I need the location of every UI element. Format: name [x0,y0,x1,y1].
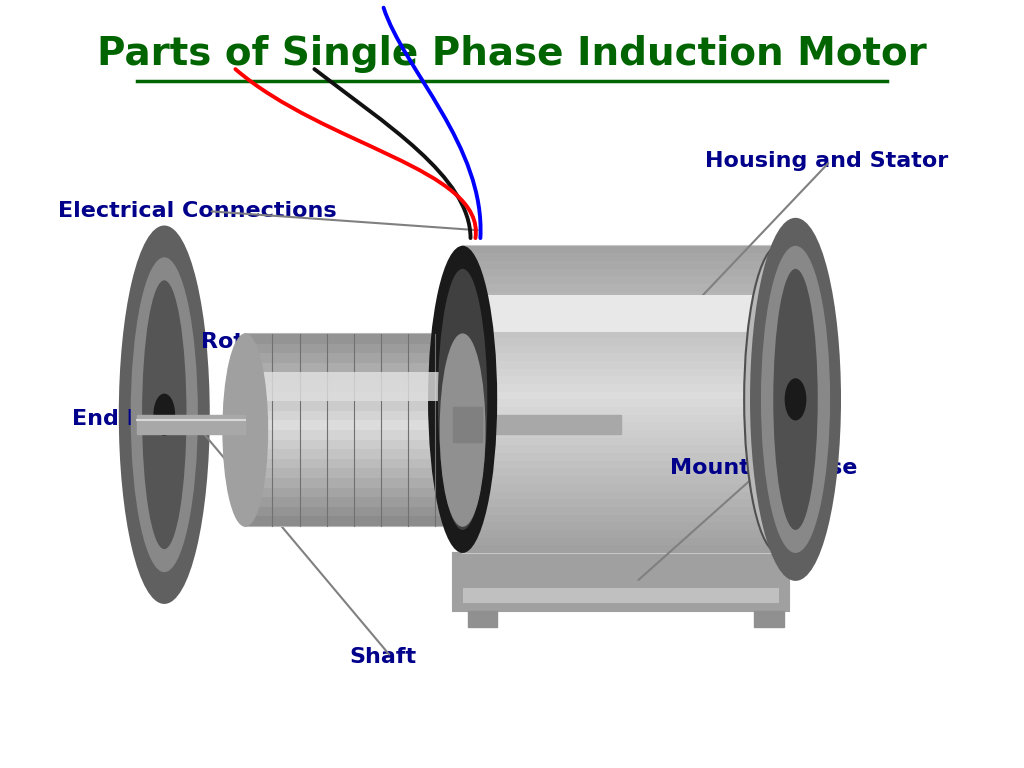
Bar [463,588,778,603]
Text: Rotor: Rotor [201,332,270,352]
Bar [463,376,778,384]
Text: Shaft: Shaft [349,647,416,667]
Bar [463,246,778,553]
Bar [754,611,783,627]
Bar [463,284,778,292]
Text: Housing and Stator: Housing and Stator [705,151,948,171]
Bar [463,246,778,253]
Bar [246,468,463,478]
Bar [463,353,778,361]
Bar [463,545,778,553]
Bar [463,384,778,392]
Bar [246,421,463,430]
Bar [246,334,463,526]
Bar [463,323,778,330]
Bar [246,392,463,401]
Bar [463,338,778,346]
Text: Parts of Single Phase Induction Motor: Parts of Single Phase Induction Motor [97,35,927,73]
Bar [463,438,778,445]
Ellipse shape [773,269,818,530]
Ellipse shape [223,334,267,526]
Bar [246,430,463,439]
Ellipse shape [154,393,175,436]
Bar [246,488,463,498]
Bar [463,445,778,453]
Bar [246,363,463,372]
Bar [463,515,778,522]
Bar [463,476,778,484]
Bar [463,361,778,369]
Bar [246,411,463,421]
Bar [463,492,778,499]
Bar [463,392,778,399]
Bar [453,407,482,442]
Bar [463,484,778,492]
Bar [463,269,778,276]
Ellipse shape [120,227,209,603]
Bar [246,353,463,363]
Bar [463,346,778,353]
Bar [463,276,778,284]
Bar [463,369,778,376]
Bar [136,415,246,434]
Bar [246,478,463,488]
Ellipse shape [761,246,830,553]
Bar [463,530,778,538]
Ellipse shape [751,219,840,580]
Bar [246,459,463,468]
Bar [463,253,778,261]
Ellipse shape [438,269,487,530]
Bar [246,498,463,507]
Bar [463,407,778,415]
Bar [463,538,778,545]
Bar [246,401,463,411]
Bar [472,295,769,332]
Ellipse shape [131,257,198,572]
Bar [246,507,463,516]
Bar [463,330,778,338]
Bar [246,382,463,392]
Ellipse shape [428,246,498,553]
Bar [463,461,778,468]
Ellipse shape [440,334,484,526]
Bar [463,453,778,461]
Ellipse shape [142,280,186,549]
Bar [463,422,778,430]
Bar [463,261,778,269]
Bar [246,344,463,353]
Bar [468,611,498,627]
Bar [463,300,778,307]
Bar [463,499,778,507]
Bar [246,372,463,382]
Bar [246,516,463,526]
Bar [463,307,778,315]
Ellipse shape [784,378,806,421]
Text: Mounting Base: Mounting Base [670,458,857,478]
Bar [463,430,778,438]
Bar [463,415,778,422]
Bar [453,553,788,611]
Text: Electrical Connections: Electrical Connections [57,201,336,221]
Bar [463,468,778,476]
Bar [463,415,621,434]
Bar [246,439,463,449]
Text: End Bell: End Bell [73,409,174,429]
Ellipse shape [744,246,813,553]
Bar [463,507,778,515]
Bar [246,334,463,344]
Bar [255,372,453,401]
Bar [463,292,778,300]
Bar [463,315,778,323]
Bar [463,399,778,407]
Bar [463,522,778,530]
Bar [246,449,463,459]
